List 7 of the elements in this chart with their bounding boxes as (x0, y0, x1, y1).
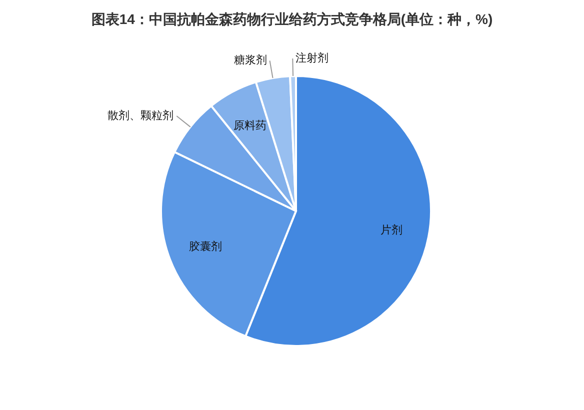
chart-title: 图表14：中国抗帕金森药物行业给药方式竞争格局(单位：种，%) (91, 11, 493, 27)
slice-label: 糖浆剂 (234, 54, 267, 67)
slice-label: 片剂 (380, 224, 402, 237)
slice-label: 注射剂 (296, 51, 329, 64)
slice-label: 散剂、颗粒剂 (108, 108, 174, 122)
slice-label: 胶囊剂 (188, 240, 222, 253)
slice-label: 原料药 (234, 119, 267, 132)
